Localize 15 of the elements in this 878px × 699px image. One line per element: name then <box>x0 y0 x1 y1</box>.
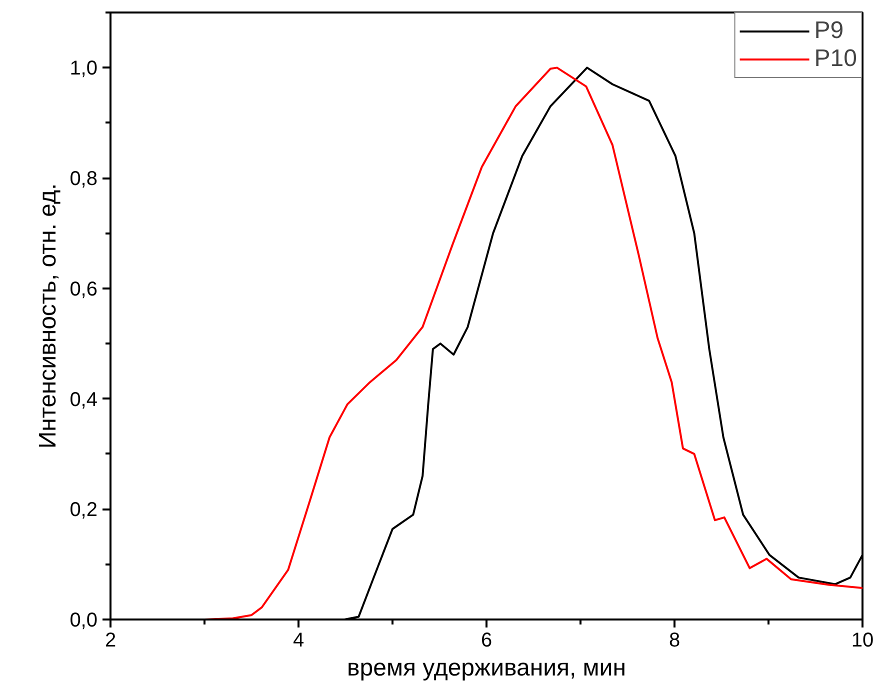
x-axis-title: время удерживания, мин <box>347 654 626 682</box>
y-tick-label: 0,6 <box>70 278 98 300</box>
x-tick-label: 8 <box>668 630 680 652</box>
y-tick-label: 1,0 <box>70 58 98 80</box>
y-tick-label: 0,8 <box>70 168 98 190</box>
legend-label: P9 <box>814 17 844 45</box>
x-tick-label: 4 <box>292 630 304 652</box>
y-tick-label: 0,4 <box>70 388 98 411</box>
y-tick-label: 0,2 <box>70 499 98 522</box>
y-tick-label: 0,0 <box>70 610 98 632</box>
x-tick-label: 6 <box>480 630 492 652</box>
x-tick-label: 10 <box>851 630 874 652</box>
legend-label: P10 <box>814 45 857 73</box>
x-tick-label: 2 <box>104 630 116 652</box>
y-axis-title: Интенсивность, отн. ед. <box>34 183 62 449</box>
